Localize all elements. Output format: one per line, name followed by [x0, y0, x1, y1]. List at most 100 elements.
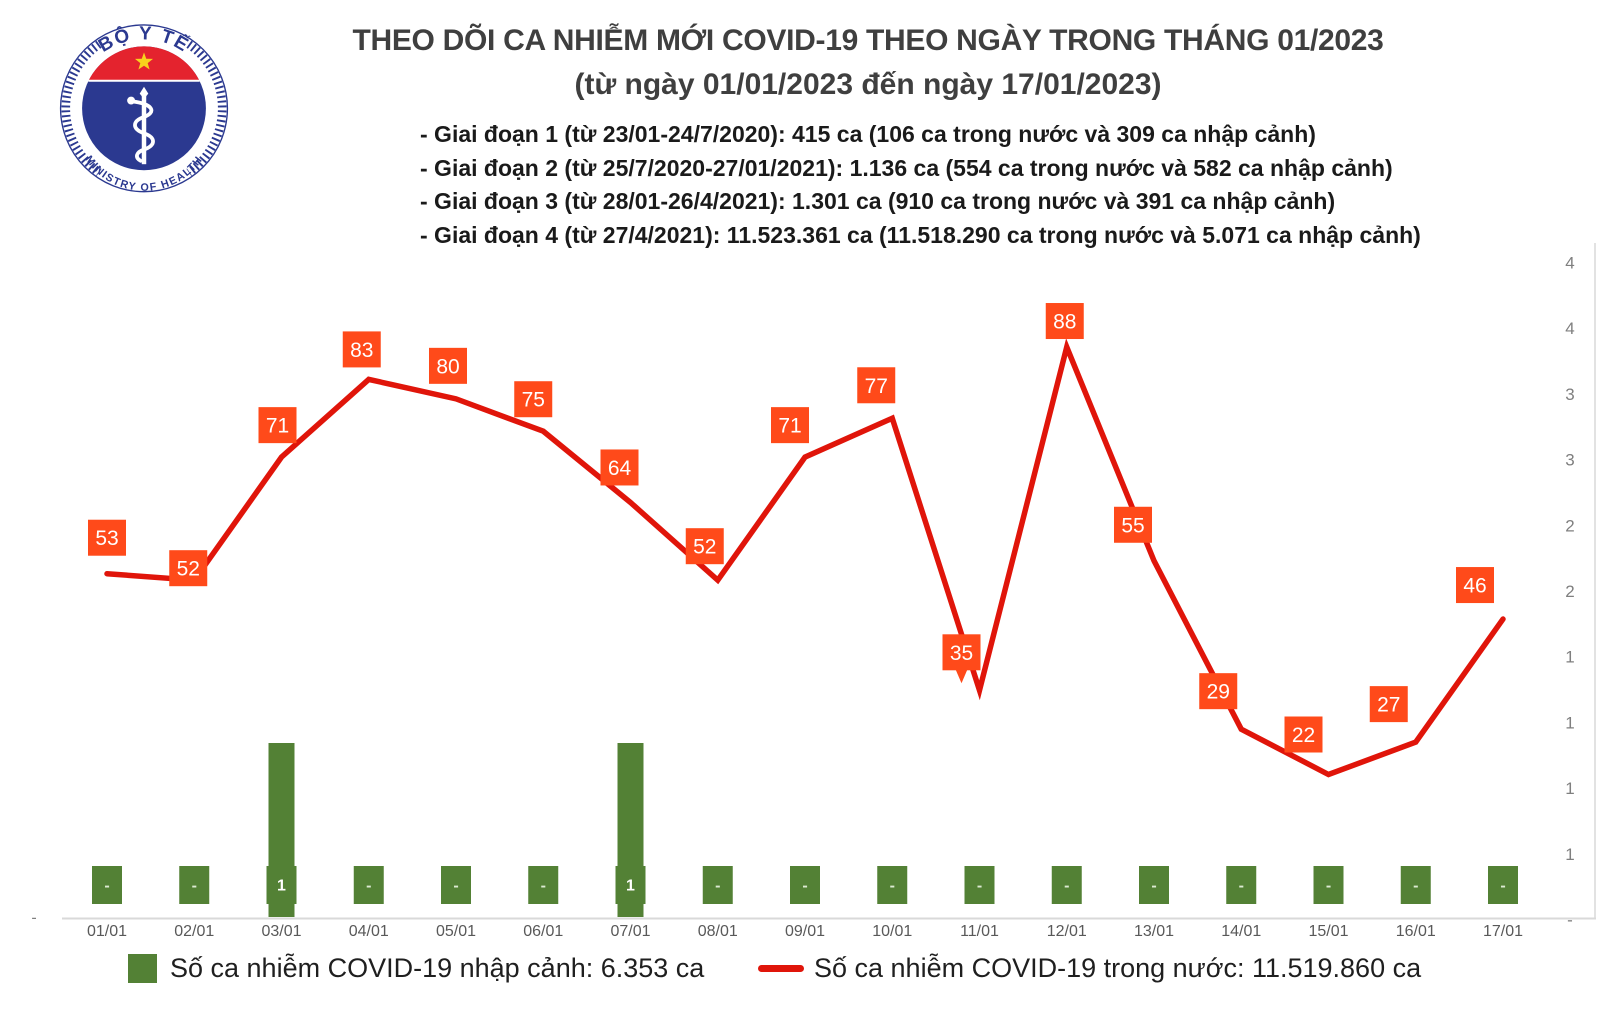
bar-label: 1 — [626, 878, 635, 895]
bar-label: - — [453, 878, 458, 895]
bar-label-box — [877, 866, 908, 904]
bar-label: 1 — [277, 878, 286, 895]
bar-label: - — [1064, 878, 1069, 895]
bar-label-box — [964, 866, 995, 904]
bar-label-box — [1313, 866, 1344, 904]
bar-label: - — [977, 878, 982, 895]
phase-3-line: - Giai đoạn 3 (từ 28/01-26/4/2021): 1.30… — [420, 188, 1336, 214]
data-label-box — [857, 367, 896, 404]
legend: Số ca nhiễm COVID-19 nhập cảnh: 6.353 ca… — [0, 948, 1600, 990]
data-label-box — [429, 347, 467, 384]
data-label: 80 — [436, 355, 459, 378]
legend-square-swatch — [128, 953, 157, 983]
logo-hatch-left — [61, 40, 102, 176]
right-axis-label: 4 — [1565, 319, 1574, 338]
bar-label-box — [1139, 866, 1169, 904]
data-label-box — [1284, 716, 1323, 753]
bar-label-box — [1226, 866, 1257, 904]
data-label-pointer — [955, 669, 968, 684]
right-axis-label: - — [1567, 911, 1573, 930]
x-axis-label: 06/01 — [523, 923, 563, 940]
bar-label: - — [890, 878, 895, 895]
data-label-box — [1045, 303, 1084, 340]
right-axis-label: 3 — [1565, 385, 1574, 404]
right-axis-label: 1 — [1565, 779, 1574, 798]
data-label: 71 — [778, 415, 801, 438]
bar-label-box — [441, 866, 471, 904]
bar-label-box — [266, 866, 297, 904]
data-label: 35 — [950, 642, 973, 665]
moh-logo-svg: BỘ Y TẾ MINISTRY OF HEALTH — [59, 23, 229, 194]
data-label: 22 — [1292, 724, 1315, 747]
bar-label-box — [1488, 866, 1518, 904]
moh-logo: BỘ Y TẾ MINISTRY OF HEALTH — [58, 14, 230, 194]
x-axis-label: 11/01 — [960, 923, 999, 940]
x-axis-label: 14/01 — [1221, 923, 1261, 940]
line-domestic-cases — [104, 338, 1506, 778]
bar-label: - — [192, 878, 197, 895]
bar-label-box — [179, 866, 210, 904]
legend-label-domestic: Số ca nhiễm COVID-19 trong nước: 11.519.… — [814, 952, 1422, 983]
caduceus-rod — [141, 93, 147, 165]
x-axis-label: 12/01 — [1047, 923, 1087, 940]
data-label-box — [88, 519, 126, 556]
right-axis-label: 1 — [1565, 713, 1574, 732]
chart-title: THEO DÕI CA NHIỄM MỚI COVID-19 THEO NGÀY… — [352, 24, 1384, 57]
x-axis-label: 07/01 — [610, 923, 650, 940]
bar-label: - — [1239, 878, 1244, 895]
data-label: 46 — [1463, 575, 1486, 598]
data-label: 55 — [1121, 514, 1144, 537]
data-label-box — [1369, 686, 1408, 723]
bar-label-box — [790, 866, 820, 904]
phase-2-line: - Giai đoạn 2 (từ 25/7/2020-27/01/2021):… — [420, 154, 1393, 181]
legend-label-imported: Số ca nhiễm COVID-19 nhập cảnh: 6.353 ca — [170, 952, 705, 983]
chart-subtitle: (từ ngày 01/01/2023 đến ngày 17/01/2023) — [574, 68, 1162, 101]
snake-head — [127, 96, 136, 105]
bar-label: - — [104, 878, 109, 895]
x-axis-label: 10/01 — [872, 923, 912, 940]
data-label: 88 — [1053, 311, 1076, 334]
right-axis-label: 1 — [1565, 845, 1574, 864]
x-axis-label: 02/01 — [174, 923, 214, 940]
x-axis-label: 13/01 — [1134, 923, 1174, 940]
bar-label-box — [1051, 866, 1082, 904]
data-label-box — [1114, 506, 1152, 543]
legend-item-domestic: Số ca nhiễm COVID-19 trong nước: 11.519.… — [758, 948, 1421, 988]
x-axis-label: 15/01 — [1308, 923, 1348, 940]
data-label: 29 — [1207, 681, 1230, 704]
caduceus-snake — [130, 99, 155, 163]
phase-1-line: - Giai đoạn 1 (từ 23/01-24/7/2020): 415 … — [420, 121, 1316, 147]
data-label-box — [600, 449, 639, 486]
logo-star-icon — [134, 52, 154, 70]
bar-label-box — [615, 866, 646, 904]
data-label: 71 — [266, 415, 289, 438]
data-label: 77 — [865, 375, 888, 398]
bar-label-box — [353, 866, 384, 904]
data-label-box — [771, 407, 809, 444]
bar-label: - — [802, 878, 807, 895]
bar-label: - — [715, 878, 720, 895]
data-label-box — [258, 407, 297, 444]
bar-label-box — [528, 866, 559, 904]
data-label: 27 — [1377, 694, 1400, 717]
phase-summary: - Giai đoạn 1 (từ 23/01-24/7/2020): 415 … — [420, 118, 1421, 252]
x-axis-label: 04/01 — [349, 923, 389, 940]
data-label-box — [1199, 673, 1238, 710]
x-axis-label: 08/01 — [698, 923, 738, 940]
x-axis-label: 05/01 — [436, 923, 476, 940]
data-label-box — [685, 528, 724, 565]
header-block: THEO DÕI CA NHIỄM MỚI COVID-19 THEO NGÀY… — [136, 24, 1600, 102]
x-axis-label: 01/01 — [87, 923, 127, 940]
right-axis-label: 3 — [1565, 451, 1574, 470]
bar-label-box — [1400, 866, 1431, 904]
bar-label: - — [1326, 878, 1331, 895]
bar-label-box — [702, 866, 733, 904]
bar-label-box — [92, 866, 122, 904]
bar-label: - — [1151, 878, 1156, 895]
x-axis-label: 09/01 — [785, 923, 825, 940]
data-label: 53 — [95, 527, 118, 550]
data-label-box — [514, 381, 553, 418]
bar-label: - — [1500, 878, 1505, 895]
